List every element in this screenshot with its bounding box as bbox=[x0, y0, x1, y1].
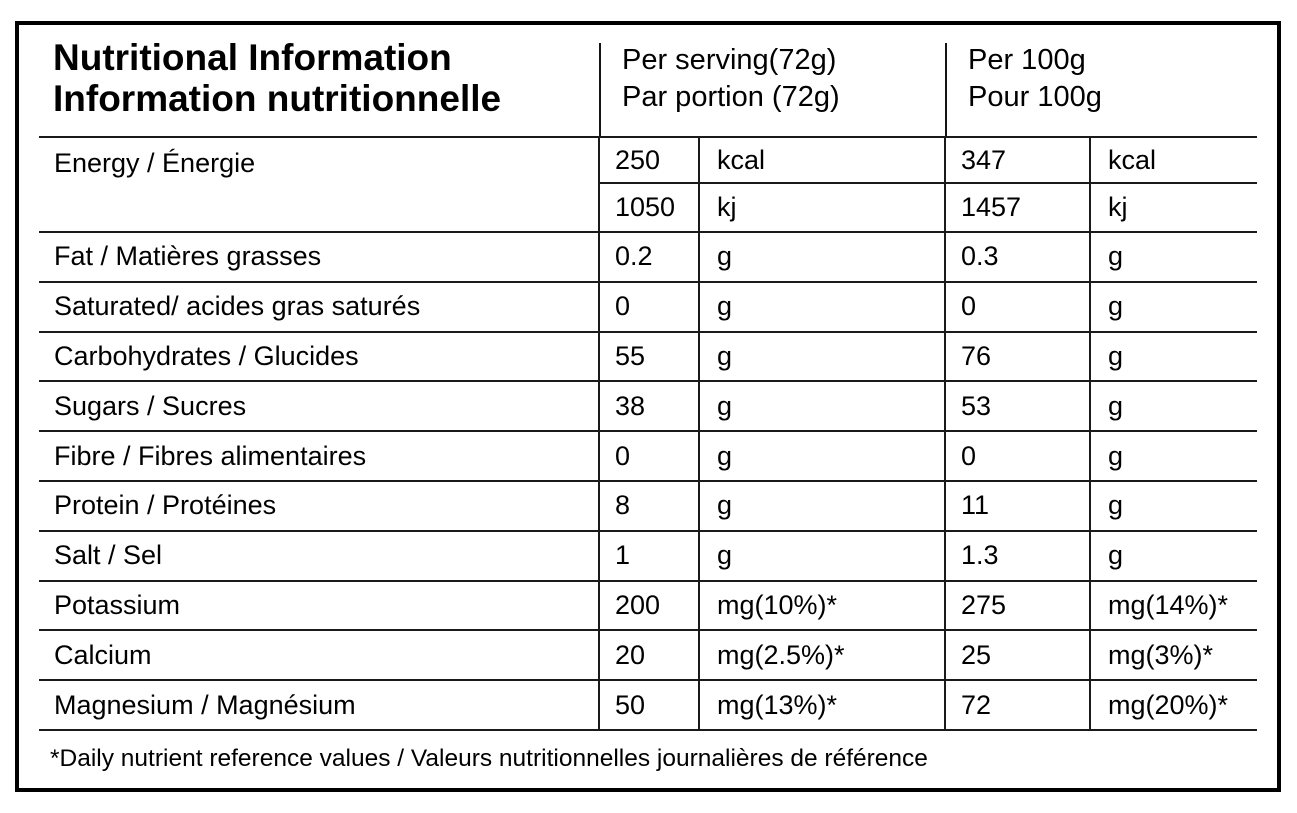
per100-unit-cell: g bbox=[1091, 380, 1257, 430]
serving-unit-cell: g bbox=[700, 280, 946, 331]
nutrition-table: Nutritional Information Information nutr… bbox=[15, 21, 1281, 792]
header-per-100g-line1: Per 100g bbox=[968, 44, 1086, 76]
serving-unit-cell: mg(10%)* bbox=[700, 579, 946, 630]
serving-unit-cell: g bbox=[700, 380, 946, 431]
row-label-energy: Energy / Énergie bbox=[39, 136, 600, 231]
energy-serving-unit-kj: kj bbox=[700, 182, 946, 231]
per100-unit-cell: g bbox=[1091, 231, 1257, 281]
per100-value-cell: 76 bbox=[946, 330, 1091, 381]
energy-serving-unit-kcal: kcal bbox=[700, 136, 946, 182]
serving-unit-cell: mg(13%)* bbox=[700, 679, 946, 729]
per100-unit-cell: g bbox=[1091, 430, 1257, 480]
per100-unit-cell: g bbox=[1091, 280, 1257, 331]
table-title-line1: Nutritional Information bbox=[53, 37, 452, 78]
per100-value-cell: 0 bbox=[946, 280, 1091, 331]
serving-unit-cell: g bbox=[700, 430, 946, 480]
per100-value-cell: 25 bbox=[946, 629, 1091, 680]
energy-per100-unit-kj: kj bbox=[1091, 182, 1257, 231]
energy-serving-value-kj: 1050 bbox=[600, 182, 700, 231]
serving-unit-cell: g bbox=[700, 529, 946, 580]
per100-value-cell: 53 bbox=[946, 380, 1091, 431]
per100-value-cell: 275 bbox=[946, 579, 1091, 630]
serving-value-cell: 20 bbox=[600, 629, 700, 680]
header-per-serving-line2: Par portion (72g) bbox=[622, 81, 840, 113]
header-per-serving: Per serving(72g) Par portion (72g) bbox=[600, 25, 947, 136]
energy-per100-unit-kcal: kcal bbox=[1091, 136, 1257, 182]
serving-value-cell: 0 bbox=[600, 430, 700, 480]
nutrition-grid: Nutritional Information Information nutr… bbox=[39, 25, 1257, 788]
row-label: Salt / Sel bbox=[39, 529, 600, 580]
row-label: Carbohydrates / Glucides bbox=[39, 330, 600, 381]
serving-unit-cell: mg(2.5%)* bbox=[700, 629, 946, 680]
header-per-100g: Per 100g Pour 100g bbox=[946, 25, 1257, 136]
serving-unit-cell: g bbox=[700, 479, 946, 530]
per100-value-cell: 11 bbox=[946, 479, 1091, 530]
serving-unit-cell: g bbox=[700, 231, 946, 281]
per100-value-cell: 0.3 bbox=[946, 231, 1091, 281]
per100-value-cell: 1.3 bbox=[946, 529, 1091, 580]
table-title-line2: Information nutritionnelle bbox=[53, 78, 502, 119]
energy-per100-value-kcal: 347 bbox=[946, 136, 1091, 182]
serving-value-cell: 50 bbox=[600, 679, 700, 729]
per100-unit-cell: mg(20%)* bbox=[1091, 679, 1257, 729]
row-label: Magnesium / Magnésium bbox=[39, 679, 600, 729]
per100-unit-cell: mg(3%)* bbox=[1091, 629, 1257, 679]
row-label: Saturated/ acides gras saturés bbox=[39, 280, 600, 331]
per100-value-cell: 72 bbox=[946, 679, 1091, 729]
serving-value-cell: 38 bbox=[600, 380, 700, 431]
row-label: Sugars / Sucres bbox=[39, 380, 600, 431]
row-label: Protein / Protéines bbox=[39, 479, 600, 530]
per100-value-cell: 0 bbox=[946, 430, 1091, 480]
row-label: Potassium bbox=[39, 579, 600, 630]
table-title: Nutritional Information Information nutr… bbox=[39, 25, 601, 136]
header-divider bbox=[945, 43, 947, 136]
energy-serving-value-kcal: 250 bbox=[600, 136, 700, 182]
header-per-100g-line2: Pour 100g bbox=[968, 81, 1102, 113]
row-label: Fibre / Fibres alimentaires bbox=[39, 430, 600, 480]
serving-value-cell: 0.2 bbox=[600, 231, 700, 281]
per100-unit-cell: g bbox=[1091, 479, 1257, 530]
per100-unit-cell: g bbox=[1091, 330, 1257, 381]
serving-value-cell: 55 bbox=[600, 330, 700, 381]
serving-unit-cell: g bbox=[700, 330, 946, 381]
per100-unit-cell: g bbox=[1091, 529, 1257, 580]
serving-value-cell: 8 bbox=[600, 479, 700, 530]
serving-value-cell: 200 bbox=[600, 579, 700, 630]
footnote: *Daily nutrient reference values / Valeu… bbox=[39, 728, 1257, 788]
header-divider bbox=[599, 43, 601, 136]
serving-value-cell: 0 bbox=[600, 280, 700, 331]
header-per-serving-line1: Per serving(72g) bbox=[622, 44, 837, 76]
row-label: Fat / Matières grasses bbox=[39, 231, 600, 281]
energy-per100-value-kj: 1457 bbox=[946, 182, 1091, 231]
serving-value-cell: 1 bbox=[600, 529, 700, 580]
per100-unit-cell: mg(14%)* bbox=[1091, 579, 1257, 630]
row-label: Calcium bbox=[39, 629, 600, 680]
